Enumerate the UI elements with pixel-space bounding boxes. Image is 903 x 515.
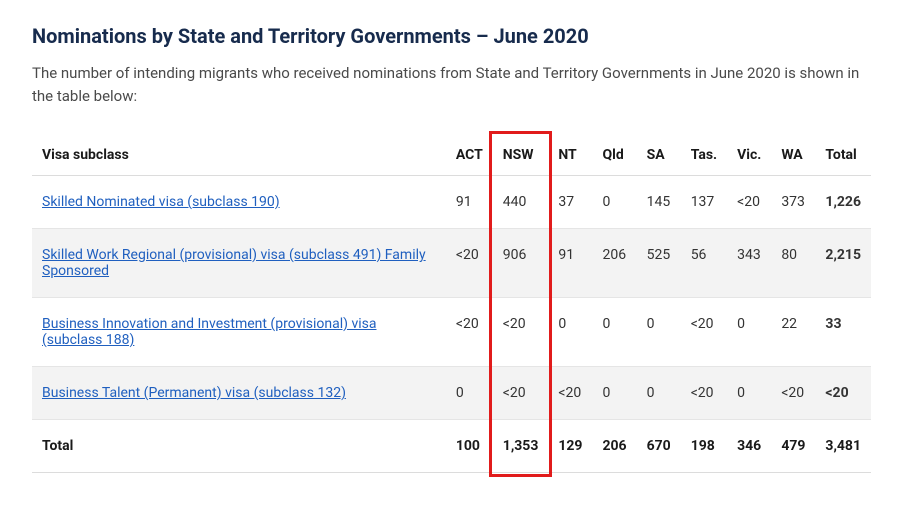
footer-label: Total <box>32 420 446 473</box>
col-header: NSW <box>493 135 549 176</box>
footer-cell: 129 <box>548 420 592 473</box>
col-header: NT <box>548 135 592 176</box>
cell: 0 <box>548 298 592 367</box>
cell: 525 <box>637 229 681 298</box>
cell: 373 <box>771 176 815 229</box>
table-row: Business Talent (Permanent) visa (subcla… <box>32 367 871 420</box>
footer-cell: 479 <box>771 420 815 473</box>
cell: <20 <box>446 298 493 367</box>
cell: <20 <box>548 367 592 420</box>
col-header: ACT <box>446 135 493 176</box>
cell: 145 <box>637 176 681 229</box>
cell: 22 <box>771 298 815 367</box>
intro-paragraph: The number of intending migrants who rec… <box>32 62 871 107</box>
visa-link[interactable]: Skilled Work Regional (provisional) visa… <box>42 247 426 279</box>
cell: 906 <box>493 229 549 298</box>
table-row: Business Innovation and Investment (prov… <box>32 298 871 367</box>
cell-total: <20 <box>815 367 871 420</box>
cell: 137 <box>681 176 727 229</box>
footer-cell: 670 <box>637 420 681 473</box>
col-header: SA <box>637 135 681 176</box>
col-header: Tas. <box>681 135 727 176</box>
cell: 56 <box>681 229 727 298</box>
col-header: Qld <box>592 135 636 176</box>
cell: 0 <box>446 367 493 420</box>
cell: 343 <box>727 229 771 298</box>
nominations-table: Visa subclass ACT NSW NT Qld SA Tas. Vic… <box>32 135 871 473</box>
cell: 0 <box>637 367 681 420</box>
cell: 80 <box>771 229 815 298</box>
col-header: Vic. <box>727 135 771 176</box>
cell: 91 <box>548 229 592 298</box>
cell: 0 <box>637 298 681 367</box>
footer-cell: 1,353 <box>493 420 549 473</box>
cell-total: 1,226 <box>815 176 871 229</box>
cell: 0 <box>592 367 636 420</box>
cell: 0 <box>727 298 771 367</box>
cell: 0 <box>592 176 636 229</box>
table-footer-row: Total 100 1,353 129 206 670 198 346 479 … <box>32 420 871 473</box>
cell: <20 <box>681 298 727 367</box>
cell: 91 <box>446 176 493 229</box>
cell: 0 <box>592 298 636 367</box>
table-container: Visa subclass ACT NSW NT Qld SA Tas. Vic… <box>32 135 871 473</box>
cell: 37 <box>548 176 592 229</box>
cell: <20 <box>727 176 771 229</box>
cell: <20 <box>446 229 493 298</box>
cell: <20 <box>681 367 727 420</box>
table-row: Skilled Nominated visa (subclass 190) 91… <box>32 176 871 229</box>
cell: 440 <box>493 176 549 229</box>
col-header: WA <box>771 135 815 176</box>
footer-cell: 346 <box>727 420 771 473</box>
cell-total: 33 <box>815 298 871 367</box>
footer-cell: 100 <box>446 420 493 473</box>
cell-total: 2,215 <box>815 229 871 298</box>
page-title: Nominations by State and Territory Gover… <box>32 24 871 48</box>
cell: 0 <box>727 367 771 420</box>
visa-link[interactable]: Business Innovation and Investment (prov… <box>42 316 377 348</box>
visa-link[interactable]: Skilled Nominated visa (subclass 190) <box>42 194 280 210</box>
col-header: Visa subclass <box>32 135 446 176</box>
col-header: Total <box>815 135 871 176</box>
cell: <20 <box>493 367 549 420</box>
footer-cell: 206 <box>592 420 636 473</box>
footer-cell: 3,481 <box>815 420 871 473</box>
visa-link[interactable]: Business Talent (Permanent) visa (subcla… <box>42 385 346 401</box>
cell: <20 <box>771 367 815 420</box>
footer-cell: 198 <box>681 420 727 473</box>
table-row: Skilled Work Regional (provisional) visa… <box>32 229 871 298</box>
cell: <20 <box>493 298 549 367</box>
cell: 206 <box>592 229 636 298</box>
